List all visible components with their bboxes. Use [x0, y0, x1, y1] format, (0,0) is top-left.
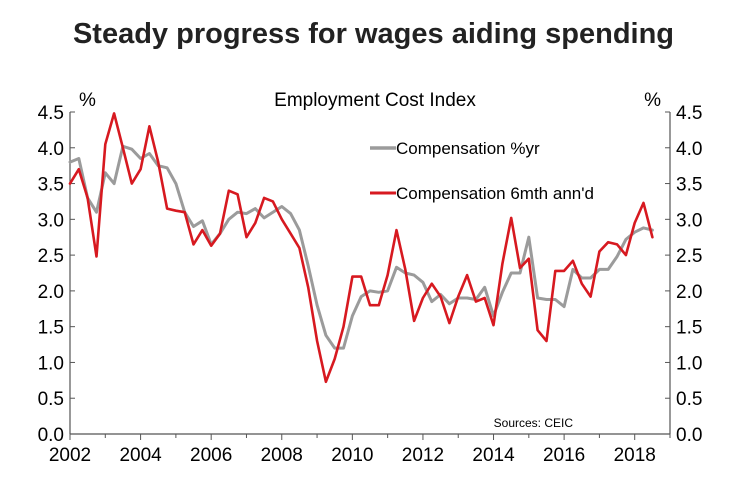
y-tick-label-right: 4.0: [676, 139, 702, 160]
series-line-compensation-6mth: [68, 112, 654, 384]
legend-label-compensation-6mth: Compensation 6mth ann'd: [396, 184, 594, 203]
y-tick-label-left: 1.5: [38, 318, 64, 339]
x-tick-label: 2010: [331, 445, 373, 466]
y-tick-label-right: 2.0: [676, 282, 702, 303]
x-tick-label: 2012: [402, 445, 444, 466]
x-tick-label: 2006: [190, 445, 232, 466]
y-tick-label-left: 1.0: [38, 353, 64, 374]
series-group: [68, 112, 654, 384]
y-tick-label-right: 4.5: [676, 103, 702, 124]
y-axis-left-unit: %: [79, 90, 96, 111]
y-tick-label-right: 2.5: [676, 246, 702, 267]
label-group: 0.0 0.0 0.5 0.5 1.0 1.0 1.5 1.5 2.0 2.0 2.5 2.5 3.0 3…: [38, 90, 703, 466]
y-tick-label-left: 4.0: [38, 139, 64, 160]
y-tick-label-left: 2.5: [38, 246, 64, 267]
y-tick-label-right: 1.5: [676, 318, 702, 339]
axes: [69, 111, 671, 440]
y-tick-label-left: 0.5: [38, 389, 64, 410]
y-tick-label-right: 3.5: [676, 175, 702, 196]
y-axis-right-unit: %: [644, 90, 661, 111]
y-tick-label-left: 0.0: [38, 425, 64, 446]
x-tick-label: 2014: [472, 445, 515, 466]
y-tick-label-right: 0.5: [676, 389, 702, 410]
legend-label-compensation-yr: Compensation %yr: [396, 139, 540, 158]
x-tick-label: 2016: [543, 445, 585, 466]
x-tick-label: 2018: [614, 445, 656, 466]
y-tick-label-right: 3.0: [676, 210, 702, 231]
series-line-compensation-yr: [68, 144, 654, 350]
y-tick-label-right: 1.0: [676, 353, 702, 374]
y-tick-label-left: 3.5: [38, 175, 64, 196]
chart-subtitle: Employment Cost Index: [274, 90, 476, 111]
x-tick-label: 2002: [49, 445, 91, 466]
source-note: Sources: CEIC: [494, 416, 574, 430]
x-tick-label: 2004: [119, 445, 162, 466]
y-tick-label-right: 0.0: [676, 425, 702, 446]
x-tick-label: 2008: [261, 445, 303, 466]
y-tick-label-left: 3.0: [38, 210, 64, 231]
chart-title: Steady progress for wages aiding spendin…: [72, 18, 675, 50]
y-tick-label-left: 2.0: [38, 282, 64, 303]
y-tick-label-left: 4.5: [38, 103, 64, 124]
